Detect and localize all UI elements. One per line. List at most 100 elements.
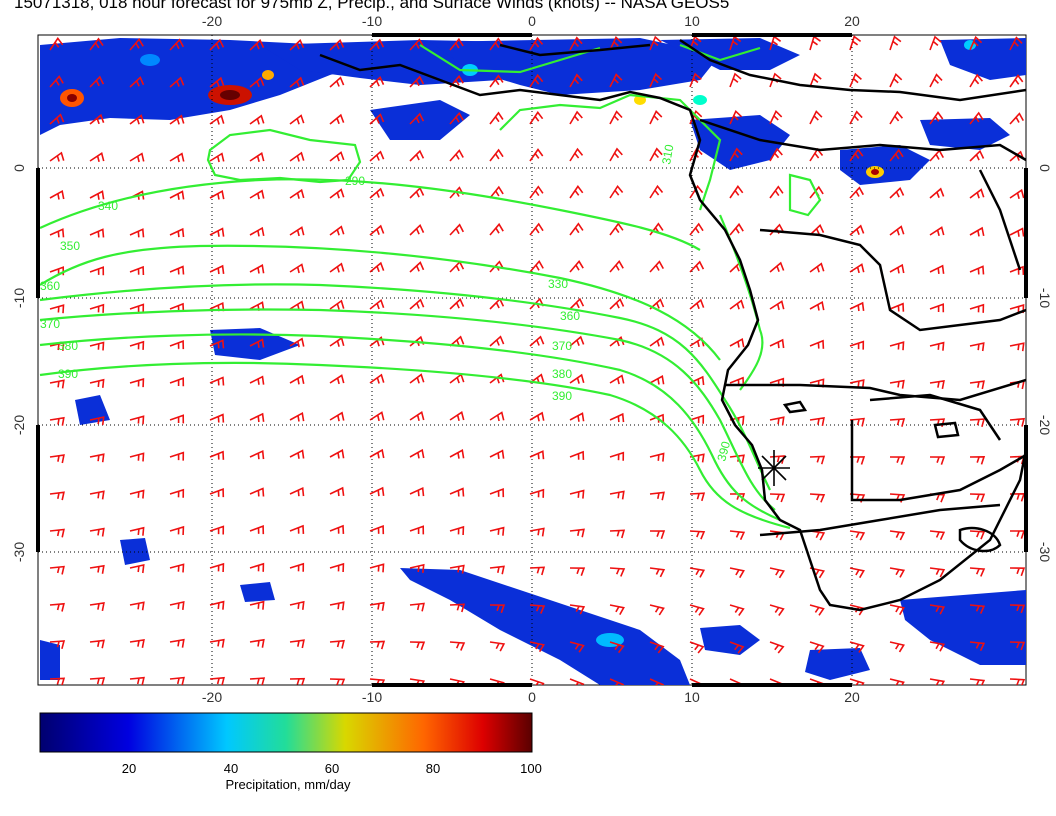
wind-barb [489, 604, 506, 614]
wind-barb [649, 678, 665, 685]
wind-barb [929, 73, 943, 88]
wind-barb [289, 449, 305, 459]
wind-barb [329, 562, 345, 573]
wind-barb [489, 641, 506, 652]
wind-barb [1009, 641, 1026, 651]
wind-barb [649, 530, 666, 539]
wind-barb [449, 411, 465, 422]
wind-barb [169, 265, 185, 275]
wind-barb [609, 529, 626, 539]
wind-barb [409, 602, 425, 612]
wind-barb [569, 604, 586, 615]
wind-barb [369, 563, 385, 573]
wind-barb [49, 602, 65, 612]
wind-barb [689, 298, 705, 310]
lat-tick-label: -30 [1037, 542, 1053, 562]
wind-barb [729, 109, 743, 125]
wind-barb [49, 677, 66, 685]
wind-barb [1009, 36, 1023, 51]
wind-barb [529, 148, 544, 162]
wind-barb [929, 187, 945, 199]
wind-barb [569, 412, 585, 422]
wind-barb [49, 113, 65, 125]
wind-barb [129, 639, 145, 648]
wind-barb [689, 641, 705, 654]
wind-barb [529, 73, 544, 88]
wind-barb [809, 300, 825, 311]
wind-barb [529, 678, 545, 685]
wind-barb [449, 112, 464, 125]
wind-barb [889, 379, 905, 389]
wind-barb [249, 189, 265, 200]
wind-barb [329, 38, 345, 51]
wind-barb [609, 110, 623, 125]
wind-barb [289, 600, 305, 610]
colorbar-tick-label: 40 [224, 761, 238, 776]
wind-barb [569, 528, 585, 538]
wind-barb [969, 111, 984, 125]
wind-barb [969, 604, 986, 614]
contour-label: 340 [98, 199, 118, 213]
wind-barb [369, 373, 385, 384]
wind-barb [1009, 227, 1025, 237]
contour-label: 370 [552, 339, 572, 353]
wind-barb [849, 567, 865, 579]
contour-label: 310 [659, 143, 676, 165]
colorbar-tick-label: 20 [122, 761, 136, 776]
wind-barb [129, 415, 145, 425]
wind-barb [689, 260, 705, 273]
wind-barb [329, 262, 345, 273]
wind-barb [129, 303, 145, 313]
wind-barb [129, 676, 145, 685]
wind-barb [369, 411, 385, 422]
wind-barb [609, 147, 623, 162]
wind-barb [689, 453, 705, 463]
wind-barb [49, 565, 65, 575]
wind-barb [529, 566, 546, 576]
wind-barb [129, 489, 145, 499]
wind-barb [169, 563, 185, 573]
location-marker [758, 450, 790, 486]
wind-barb [209, 189, 225, 200]
wind-barb [89, 303, 105, 313]
wind-barb [609, 374, 625, 385]
map-title: 15071318, 018 hour forecast for 975mb Z,… [14, 0, 730, 12]
wind-barb [649, 110, 663, 125]
axis-emphasis [36, 33, 1028, 687]
wind-barb [609, 36, 623, 51]
wind-barb [89, 75, 105, 88]
wind-barb [889, 110, 904, 125]
wind-barb [249, 562, 265, 572]
wind-barb [129, 452, 145, 462]
wind-barb [89, 416, 105, 426]
wind-barb [889, 678, 905, 685]
wind-barb [529, 36, 544, 51]
wind-barb [689, 567, 706, 578]
wind-barb [369, 187, 385, 199]
wind-barb [649, 491, 665, 501]
wind-barb [249, 524, 265, 535]
wind-barb [969, 303, 985, 313]
wind-barb [769, 185, 784, 199]
wind-barb [209, 227, 225, 237]
wind-barb [369, 224, 385, 236]
wind-barb [689, 222, 704, 236]
wind-barb [369, 298, 385, 310]
wind-barb [49, 491, 65, 501]
wind-barb [849, 148, 864, 162]
wind-barb [569, 36, 583, 51]
wind-barb [489, 449, 505, 460]
wind-barb [169, 339, 185, 350]
wind-barb [649, 604, 665, 616]
wind-barb [529, 488, 545, 498]
wind-barb [209, 376, 225, 386]
wind-barb [409, 525, 425, 535]
wind-barb [1009, 112, 1024, 125]
contour-label: 330 [548, 277, 568, 291]
wind-barb [769, 338, 785, 349]
wind-barb [689, 530, 706, 540]
wind-barb [1009, 188, 1025, 200]
lat-tick-label: -20 [11, 415, 27, 435]
wind-barb [89, 37, 104, 51]
wind-barb [969, 226, 985, 237]
